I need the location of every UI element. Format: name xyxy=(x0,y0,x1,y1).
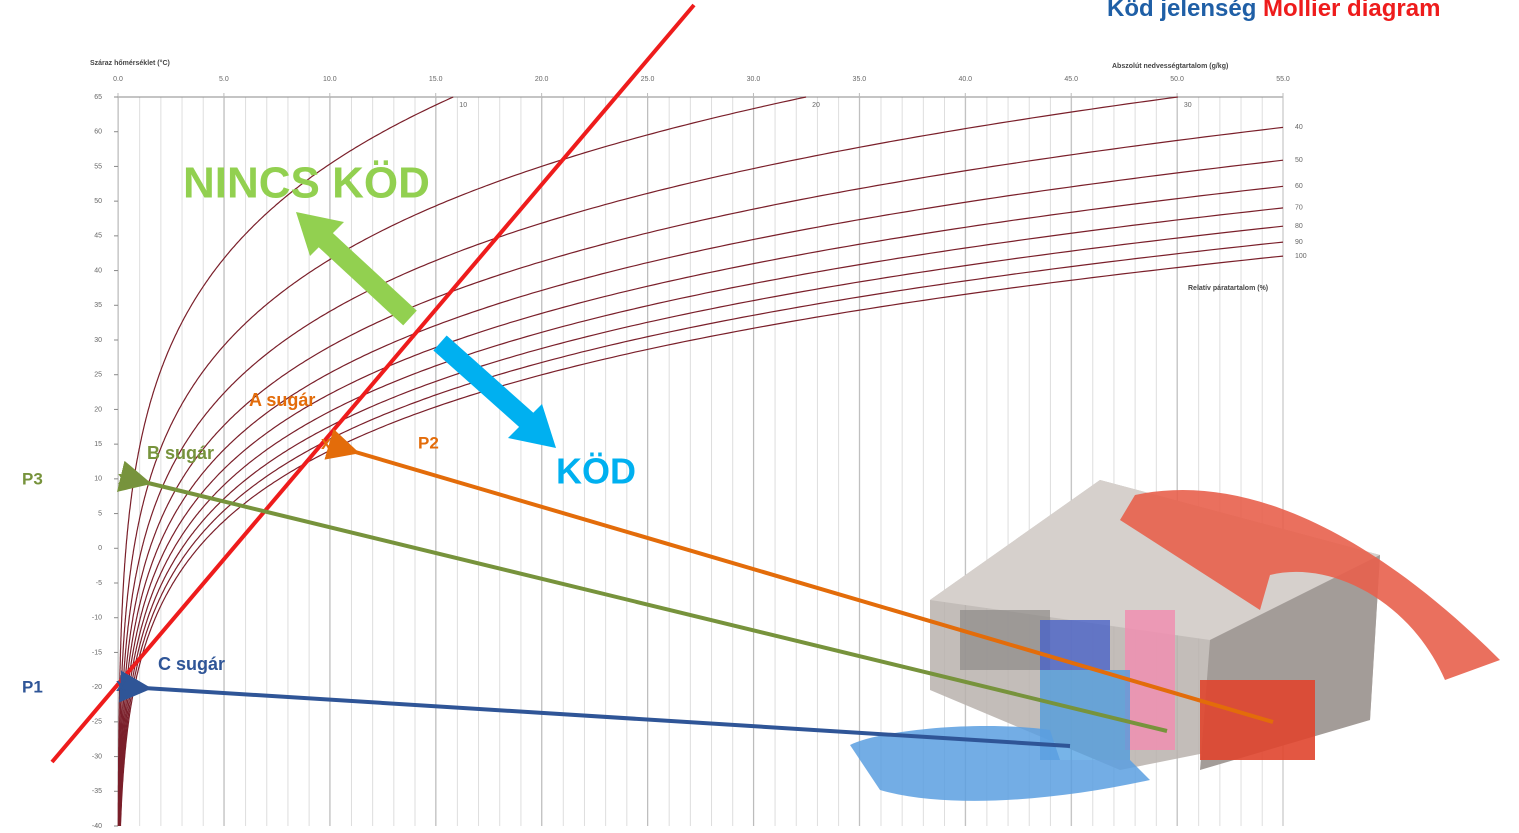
point-marker: x xyxy=(118,468,128,488)
y-tick-label: 50 xyxy=(94,198,102,205)
fog-label: KÖD xyxy=(556,451,636,492)
rh-curve-label: 40 xyxy=(1295,124,1303,131)
rh-curve xyxy=(118,185,1284,826)
ray-b xyxy=(116,460,1168,733)
fog-boundary-line xyxy=(50,3,696,764)
y-tick-label: 60 xyxy=(94,129,102,136)
point-marker: x xyxy=(116,675,126,695)
x-tick-label: 55.0 xyxy=(1276,76,1290,83)
fog-arrow-shaft xyxy=(433,335,539,433)
title: Köd jelenség Mollier diagram xyxy=(1107,0,1440,22)
ray-label: B sugár xyxy=(147,443,214,463)
y-tick-label: 20 xyxy=(94,406,102,413)
rh-curve-label: 20 xyxy=(812,102,820,109)
x-tick-label: 5.0 xyxy=(219,76,229,83)
ray-a xyxy=(324,428,1274,724)
y-tick-label: 5 xyxy=(98,510,102,517)
x-tick-label: 50.0 xyxy=(1170,76,1184,83)
no-fog-arrow-shaft xyxy=(311,225,417,326)
y-tick-label: 25 xyxy=(94,372,102,379)
no-fog-arrow-head xyxy=(296,212,344,256)
y-tick-label: -25 xyxy=(92,719,102,726)
rh-axis-label: Relatív páratartalom (%) xyxy=(1188,285,1268,292)
no-fog-label: NINCS KÖD xyxy=(183,159,430,208)
rh-curve-label: 60 xyxy=(1295,183,1303,190)
ray-c xyxy=(119,670,1071,748)
y-tick-label: 0 xyxy=(98,545,102,552)
x-tick-label: 35.0 xyxy=(853,76,867,83)
y-tick-label: -35 xyxy=(92,788,102,795)
rh-curve-label: 10 xyxy=(459,102,467,109)
rh-curve xyxy=(117,96,807,826)
ray-label: C sugár xyxy=(158,654,225,674)
rh-curve-label: 70 xyxy=(1295,205,1303,212)
y-tick-label: -20 xyxy=(92,684,102,691)
rh-curve xyxy=(119,255,1284,826)
y-tick-label: 55 xyxy=(94,163,102,170)
x-tick-label: 0.0 xyxy=(113,76,123,83)
y-tick-label: 45 xyxy=(94,233,102,240)
x-tick-label: 10.0 xyxy=(323,76,337,83)
x-axis-label: Abszolút nedvességtartalom (g/kg) xyxy=(1112,63,1228,70)
y-tick-label: -5 xyxy=(96,580,102,587)
x-tick-label: 20.0 xyxy=(535,76,549,83)
rh-curve-label: 90 xyxy=(1295,239,1303,246)
rh-curve xyxy=(119,207,1284,827)
title-red: Mollier diagram xyxy=(1263,0,1440,22)
rh-curve xyxy=(118,126,1284,826)
y-tick-label: -15 xyxy=(92,649,102,656)
y-tick-label: 40 xyxy=(94,267,102,274)
y-tick-label: 35 xyxy=(94,302,102,309)
y-tick-label: 30 xyxy=(94,337,102,344)
ventilation-unit-illustration xyxy=(850,480,1500,801)
x-tick-label: 40.0 xyxy=(958,76,972,83)
mollier-chart: Száraz hőmérséklet (°C) Abszolút nedvessé… xyxy=(90,59,1307,830)
rh-curve xyxy=(118,96,1178,827)
x-tick-label: 45.0 xyxy=(1064,76,1078,83)
x-tick-label: 30.0 xyxy=(747,76,761,83)
y-tick-label: 65 xyxy=(94,94,102,101)
y-axis-label: Száraz hőmérséklet (°C) xyxy=(90,59,170,67)
y-tick-label: 10 xyxy=(94,476,102,483)
ray-label: A sugár xyxy=(249,390,315,410)
point-label: P2 xyxy=(418,433,439,452)
rh-curve xyxy=(119,241,1284,827)
rh-curve-label: 80 xyxy=(1295,223,1303,230)
rh-curve-label: 50 xyxy=(1295,157,1303,164)
x-tick-label: 15.0 xyxy=(429,76,443,83)
x-tick-label: 25.0 xyxy=(641,76,655,83)
y-tick-label: 15 xyxy=(94,441,102,448)
y-tick-label: -10 xyxy=(92,615,102,622)
rh-curve xyxy=(119,225,1284,826)
point-label: P3 xyxy=(22,469,43,488)
y-tick-label: -40 xyxy=(92,823,102,830)
rh-curve-label: 100 xyxy=(1295,253,1307,260)
fog-arrow-head xyxy=(508,404,556,448)
title-blue: Köd jelenség xyxy=(1107,0,1256,22)
y-tick-label: -30 xyxy=(92,753,102,760)
point-marker: x xyxy=(321,433,331,453)
rh-curve-label: 30 xyxy=(1184,102,1192,109)
point-label: P1 xyxy=(22,677,43,696)
